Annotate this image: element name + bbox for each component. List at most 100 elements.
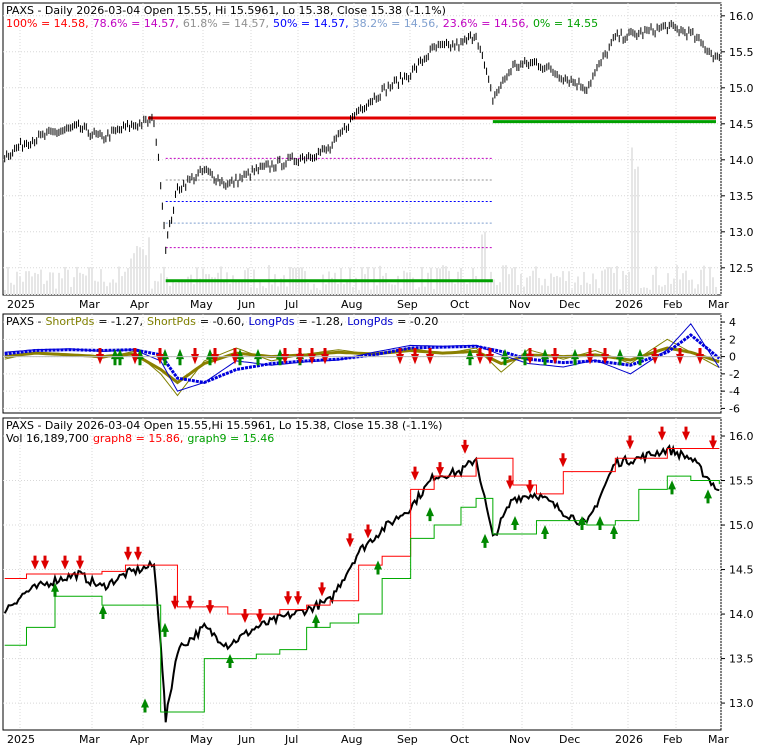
- steps-x-label: Aug: [341, 733, 362, 745]
- osc-header-text: PAXS -: [6, 315, 41, 328]
- fib-x-label: Mar: [79, 298, 100, 311]
- fib-panel: 16.0 15.5 15.0 14.5 14.0 13.5 13.0 12.5 PAXS - D…: [2, 2, 754, 311]
- step-up-arrow: [161, 622, 169, 637]
- steps-ytick-label: 14.0: [729, 608, 754, 621]
- fib-ytick-label: 15.0: [729, 82, 754, 95]
- step-up-arrow: [704, 489, 712, 504]
- fib-header2-text: 23.6% = 14.56,: [443, 17, 529, 30]
- osc-ytick-label: -4: [729, 385, 740, 398]
- steps-x-label: Oct: [450, 733, 470, 745]
- step-up-arrow: [481, 533, 489, 548]
- fib-x-label: Oct: [450, 298, 470, 311]
- fib-header2-text: 100% = 14.58,: [6, 17, 89, 30]
- steps-x-label: Jul: [284, 733, 298, 745]
- step-down-arrow: [31, 555, 39, 570]
- steps-header-text: PAXS - Daily 2026-03-04 Open 15.55,Hi 15…: [6, 419, 442, 432]
- step-down-arrow: [506, 475, 514, 490]
- fib-header2-text: 50% = 14.57,: [273, 17, 349, 30]
- step-up-arrow: [99, 605, 107, 620]
- step-down-arrow: [658, 426, 666, 441]
- steps-x-label: Feb: [663, 733, 682, 745]
- step-down-arrow: [318, 582, 326, 597]
- step-down-arrow: [61, 555, 69, 570]
- osc-header-text: = -1.27,: [98, 315, 143, 328]
- fib-x-label: Aug: [341, 298, 362, 311]
- steps-x-label: Mar: [79, 733, 100, 745]
- step-down-arrow: [709, 435, 717, 450]
- oscillator-panel: 4 2 0 -2 -4 -6 PAXS - ShortPds = -1.27, ShortPds =…: [2, 313, 740, 415]
- fib-ytick-label: 12.5: [729, 262, 754, 275]
- steps-x-label: Sep: [397, 733, 418, 745]
- fib-x-label: Jun: [237, 298, 255, 311]
- step-up-arrow: [51, 582, 59, 597]
- osc-header-text: ShortPds: [45, 315, 94, 328]
- graph8-step-line: [4, 447, 720, 615]
- steps-header2-text: Vol 16,189,700: [6, 432, 89, 445]
- step-down-arrow: [411, 466, 419, 481]
- step-down-arrow: [124, 546, 132, 561]
- step-down-arrow: [171, 595, 179, 610]
- fib-ytick-label: 14.5: [729, 118, 754, 131]
- step-down-arrow: [461, 439, 469, 454]
- osc-ytick-label: 2: [729, 333, 736, 346]
- osc-ytick-label: -2: [729, 368, 740, 381]
- step-down-arrow: [241, 609, 249, 624]
- step-up-arrow: [374, 560, 382, 575]
- step-down-arrow: [41, 555, 49, 570]
- steps-x-label: Nov: [509, 733, 531, 745]
- step-down-arrow: [134, 546, 142, 561]
- osc-header-text: = -0.60,: [200, 315, 245, 328]
- step-up-arrow: [541, 524, 549, 539]
- fib-ytick-label: 15.5: [729, 46, 754, 59]
- fib-ytick-label: 13.5: [729, 190, 754, 203]
- step-down-arrow: [284, 591, 292, 606]
- step-down-arrow: [559, 453, 567, 468]
- step-up-arrow: [312, 613, 320, 628]
- step-down-arrow: [206, 600, 214, 615]
- step-up-arrow: [668, 480, 676, 495]
- step-up-arrow: [426, 507, 434, 522]
- steps-ytick-label: 13.5: [729, 653, 754, 666]
- fib-ytick-label: 16.0: [729, 10, 754, 23]
- step-down-arrow: [294, 591, 302, 606]
- fib-header2-text: 38.2% = 14.56,: [353, 17, 439, 30]
- fib-header2-text: 78.6% = 14.57,: [93, 17, 179, 30]
- fib-x-label: Nov: [509, 298, 531, 311]
- steps-ytick-label: 15.5: [729, 475, 754, 488]
- fib-ytick-label: 14.0: [729, 154, 754, 167]
- osc-header-text: ShortPds: [147, 315, 196, 328]
- fib-x-label: Feb: [663, 298, 682, 311]
- step-down-arrow: [76, 555, 84, 570]
- steps-x-label: May: [190, 733, 213, 745]
- steps-x-label: Dec: [559, 733, 580, 745]
- graph9-step-line: [4, 475, 720, 713]
- steps-x-label: 2025: [7, 733, 35, 745]
- fib-x-label: Sep: [397, 298, 418, 311]
- osc-frame: [2, 313, 722, 414]
- osc-ytick-label: 0: [729, 351, 736, 364]
- step-down-arrow: [436, 462, 444, 477]
- steps-x-label: Mar: [708, 733, 729, 745]
- step-up-arrow: [511, 516, 519, 531]
- step-down-arrow: [682, 426, 690, 441]
- fib-frame: [2, 2, 722, 296]
- fib-x-label: 2026: [615, 298, 643, 311]
- fib-header2-text: 0% = 14.55: [533, 17, 598, 30]
- step-up-arrow: [141, 698, 149, 713]
- step-up-arrow: [596, 516, 604, 531]
- osc-header-text: = -1.28,: [299, 315, 344, 328]
- osc-header-text: = -0.20: [397, 315, 438, 328]
- steps-ytick-label: 16.0: [729, 430, 754, 443]
- step-down-arrow: [364, 524, 372, 539]
- step-down-arrow: [626, 435, 634, 450]
- fib-header-text: PAXS - Daily 2026-03-04 Open 15.55, Hi 1…: [6, 4, 446, 17]
- step-up-arrow: [226, 654, 234, 669]
- fib-x-label: Dec: [559, 298, 580, 311]
- step-down-arrow: [526, 479, 534, 494]
- steps-header2-text: graph9 = 15.46: [187, 432, 274, 445]
- osc-header-text: LongPds: [347, 315, 393, 328]
- osc-ytick-label: -6: [729, 402, 740, 415]
- steps-x-label: Jun: [237, 733, 255, 745]
